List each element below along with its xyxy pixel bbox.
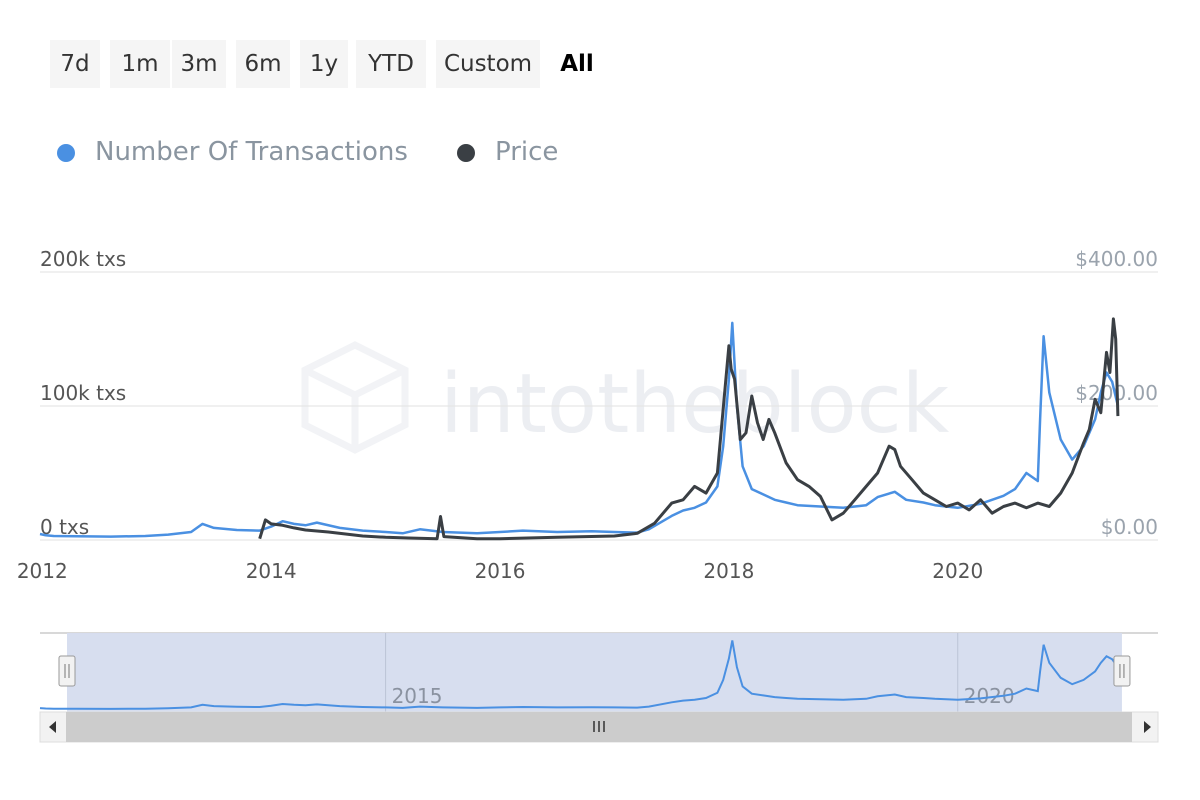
navigator-handle-right[interactable]	[1113, 655, 1131, 687]
range-button-ytd[interactable]: YTD	[356, 40, 426, 88]
x-tick-label: 2014	[246, 559, 297, 583]
range-button-all[interactable]: All	[560, 51, 594, 77]
watermark-text: intotheblock	[440, 357, 950, 452]
range-button-7d[interactable]: 7d	[50, 40, 100, 88]
scroll-left-arrow-icon[interactable]	[49, 721, 56, 733]
x-tick-label: 2020	[932, 559, 983, 583]
range-button-3m[interactable]: 3m	[172, 40, 226, 88]
y-left-tick-label: 100k txs	[40, 381, 126, 405]
navigator-tick-label: 2015	[392, 684, 443, 708]
y-left-tick-label: 200k txs	[40, 247, 126, 271]
series-line-transactions	[39, 321, 1120, 538]
navigator-series-line	[39, 640, 1119, 710]
range-button-6m[interactable]: 6m	[236, 40, 290, 88]
range-button-1m[interactable]: 1m	[110, 40, 170, 88]
scroll-right-arrow-icon[interactable]	[1144, 721, 1151, 733]
legend-marker	[457, 144, 475, 162]
watermark-icon	[303, 366, 407, 450]
y-right-tick-label: $0.00	[1101, 515, 1158, 539]
watermark-icon	[301, 341, 409, 454]
watermark-logo	[301, 341, 409, 454]
x-tick-label: 2016	[475, 559, 526, 583]
series-line-price	[258, 317, 1120, 541]
navigator-handle-left[interactable]	[58, 655, 76, 687]
range-button-1y[interactable]: 1y	[300, 40, 348, 88]
x-tick-label: 2012	[17, 559, 68, 583]
y-right-tick-label: $400.00	[1075, 247, 1158, 271]
legend-marker	[57, 144, 75, 162]
legend-label: Price	[495, 137, 559, 167]
range-button-custom[interactable]: Custom	[436, 40, 540, 88]
x-tick-label: 2018	[703, 559, 754, 583]
legend-label: Number Of Transactions	[95, 137, 408, 167]
